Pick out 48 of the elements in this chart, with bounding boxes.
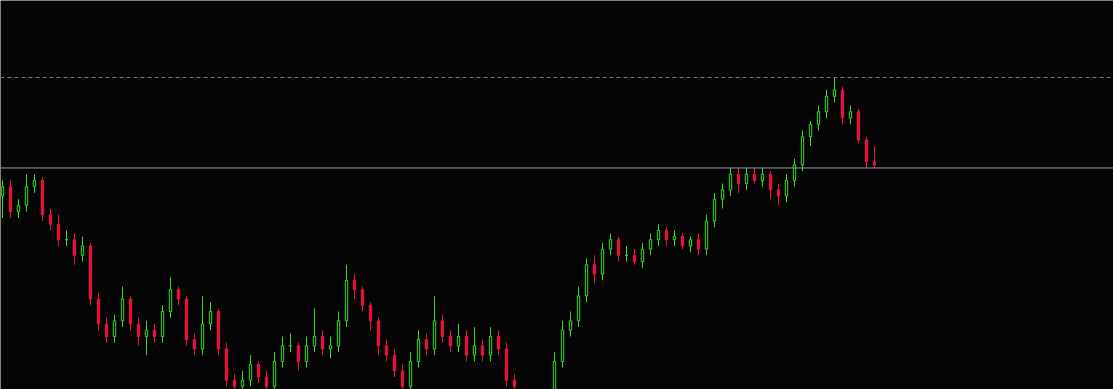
candlestick [648, 233, 653, 256]
candlestick [208, 301, 213, 331]
candlestick [256, 360, 261, 384]
candlestick [872, 145, 877, 169]
candlestick [304, 335, 309, 369]
candlestick [784, 173, 789, 203]
candlestick [496, 329, 501, 356]
candlestick [616, 236, 621, 263]
candlestick [400, 364, 405, 389]
candlestick [480, 339, 485, 362]
candlestick [104, 317, 109, 344]
candlestick [368, 301, 373, 331]
candlestick [120, 286, 125, 328]
candlestick [864, 136, 869, 169]
candlestick [776, 183, 781, 206]
candlestick [712, 192, 717, 228]
candlestick [816, 105, 821, 132]
candlestick [592, 254, 597, 284]
candlestick [608, 233, 613, 256]
candlestick [696, 233, 701, 256]
candlestick [264, 370, 269, 389]
candlestick [136, 317, 141, 347]
candlestick [24, 173, 29, 213]
candlestick [416, 329, 421, 369]
candlestick [848, 105, 853, 125]
candlestick [192, 332, 197, 356]
candlestick [56, 214, 61, 247]
candlestick [488, 326, 493, 362]
candlestick [280, 335, 285, 369]
candlestick [720, 183, 725, 210]
candlestick [440, 314, 445, 344]
candlestick [424, 332, 429, 356]
candlestick [48, 208, 53, 231]
candlestick [72, 233, 77, 266]
candlestick [568, 311, 573, 337]
candlestick [328, 335, 333, 359]
candlestick [80, 236, 85, 263]
candlestick [176, 286, 181, 306]
candlestick [832, 77, 837, 103]
candlestick [112, 314, 117, 344]
candlestick [360, 286, 365, 312]
candlestick [464, 329, 469, 362]
candlestick [472, 326, 477, 362]
candlestick [384, 339, 389, 362]
candlestick [320, 329, 325, 356]
candlestick [168, 276, 173, 319]
candlestick [296, 342, 301, 372]
candlestick [640, 242, 645, 269]
